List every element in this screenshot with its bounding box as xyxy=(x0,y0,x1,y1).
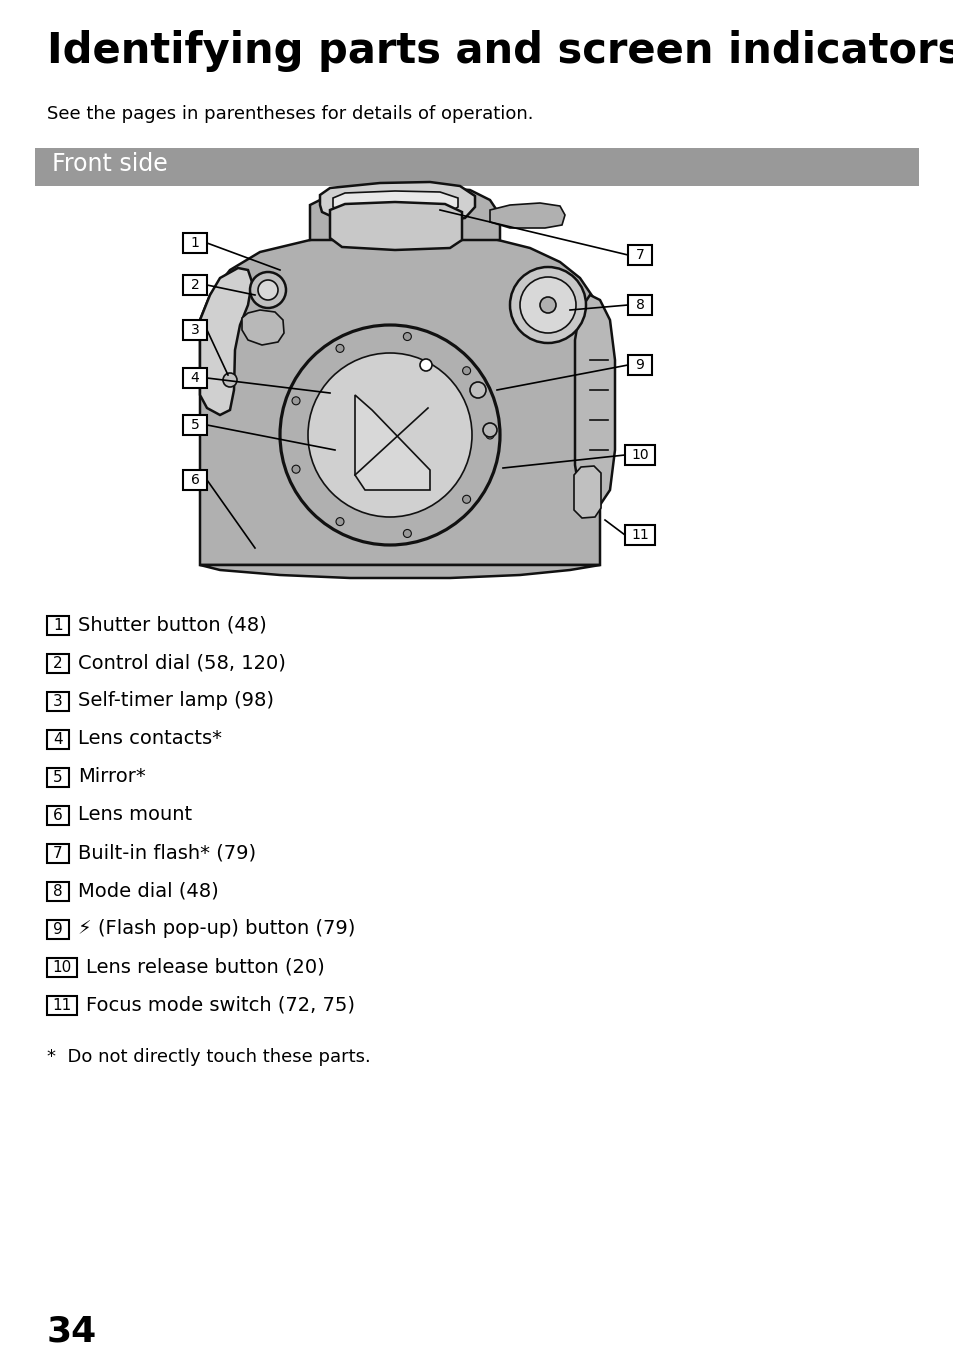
Circle shape xyxy=(403,332,411,340)
Circle shape xyxy=(280,325,499,545)
Polygon shape xyxy=(355,396,430,490)
Bar xyxy=(47,882,69,900)
Circle shape xyxy=(519,277,576,333)
Polygon shape xyxy=(319,182,475,221)
Circle shape xyxy=(403,529,411,537)
Text: 8: 8 xyxy=(53,883,63,899)
Text: *  Do not directly touch these parts.: * Do not directly touch these parts. xyxy=(47,1048,371,1067)
Text: Control dial (58, 120): Control dial (58, 120) xyxy=(78,653,286,672)
Bar xyxy=(47,995,77,1014)
Bar xyxy=(47,806,69,825)
Text: 1: 1 xyxy=(53,617,63,633)
Polygon shape xyxy=(574,466,600,518)
Bar xyxy=(47,691,69,710)
Circle shape xyxy=(250,271,286,308)
Text: 7: 7 xyxy=(635,248,643,262)
Text: Lens release button (20): Lens release button (20) xyxy=(86,957,324,976)
Text: 1: 1 xyxy=(191,236,199,250)
Polygon shape xyxy=(200,235,599,566)
Text: 6: 6 xyxy=(191,472,199,487)
Text: Lens mount: Lens mount xyxy=(78,806,192,825)
Polygon shape xyxy=(330,202,461,250)
Text: Focus mode switch (72, 75): Focus mode switch (72, 75) xyxy=(86,995,355,1014)
Bar xyxy=(47,729,69,748)
Bar xyxy=(624,525,655,545)
Polygon shape xyxy=(490,202,564,228)
Text: 3: 3 xyxy=(191,323,199,338)
Polygon shape xyxy=(200,269,252,414)
Text: 5: 5 xyxy=(191,418,199,432)
Circle shape xyxy=(462,367,470,375)
Text: Lens contacts*: Lens contacts* xyxy=(78,729,222,748)
Bar xyxy=(624,446,655,464)
Text: 8: 8 xyxy=(635,298,644,312)
Polygon shape xyxy=(575,296,615,505)
Text: 2: 2 xyxy=(191,278,199,292)
Circle shape xyxy=(482,423,497,437)
Circle shape xyxy=(470,382,485,398)
Bar xyxy=(183,369,207,387)
Polygon shape xyxy=(333,190,457,215)
Circle shape xyxy=(419,359,432,371)
Text: Shutter button (48): Shutter button (48) xyxy=(78,616,267,634)
Bar xyxy=(183,234,207,252)
Bar xyxy=(47,844,69,863)
Text: 11: 11 xyxy=(52,998,71,1012)
Bar xyxy=(183,470,207,490)
Text: 9: 9 xyxy=(635,358,644,373)
Polygon shape xyxy=(310,188,499,240)
Circle shape xyxy=(292,397,299,405)
Circle shape xyxy=(308,352,472,517)
Text: 9: 9 xyxy=(53,922,63,937)
Bar xyxy=(47,919,69,938)
Text: 7: 7 xyxy=(53,845,63,860)
Circle shape xyxy=(223,373,236,387)
Text: 3: 3 xyxy=(53,694,63,709)
Text: 10: 10 xyxy=(52,960,71,975)
Text: Front side: Front side xyxy=(52,153,168,176)
Text: 2: 2 xyxy=(53,656,63,671)
Text: ⚡ (Flash pop-up) button (79): ⚡ (Flash pop-up) button (79) xyxy=(78,919,355,938)
Bar xyxy=(627,244,651,265)
Bar xyxy=(47,653,69,672)
Text: Mirror*: Mirror* xyxy=(78,768,146,787)
Circle shape xyxy=(257,279,277,300)
Text: 4: 4 xyxy=(191,371,199,385)
Bar xyxy=(627,355,651,375)
Circle shape xyxy=(539,297,556,313)
Circle shape xyxy=(510,267,585,343)
Bar xyxy=(47,616,69,634)
Circle shape xyxy=(462,495,470,504)
Polygon shape xyxy=(242,310,284,346)
Bar xyxy=(627,296,651,315)
Bar xyxy=(35,148,918,186)
Text: See the pages in parentheses for details of operation.: See the pages in parentheses for details… xyxy=(47,105,533,123)
Circle shape xyxy=(485,431,494,439)
Text: 4: 4 xyxy=(53,732,63,747)
Bar xyxy=(183,320,207,340)
Bar xyxy=(47,768,69,787)
Text: Built-in flash* (79): Built-in flash* (79) xyxy=(78,844,255,863)
Circle shape xyxy=(292,466,299,474)
Circle shape xyxy=(335,517,344,525)
Bar xyxy=(183,275,207,296)
Text: 11: 11 xyxy=(631,528,648,541)
Bar xyxy=(47,957,77,976)
Text: Identifying parts and screen indicators: Identifying parts and screen indicators xyxy=(47,30,953,72)
Polygon shape xyxy=(200,566,599,578)
Text: 10: 10 xyxy=(631,448,648,462)
Text: Self-timer lamp (98): Self-timer lamp (98) xyxy=(78,691,274,710)
Text: 6: 6 xyxy=(53,807,63,822)
Bar xyxy=(183,414,207,435)
Text: 34: 34 xyxy=(47,1315,97,1349)
Text: 5: 5 xyxy=(53,769,63,784)
Text: Mode dial (48): Mode dial (48) xyxy=(78,882,218,900)
Circle shape xyxy=(335,344,344,352)
